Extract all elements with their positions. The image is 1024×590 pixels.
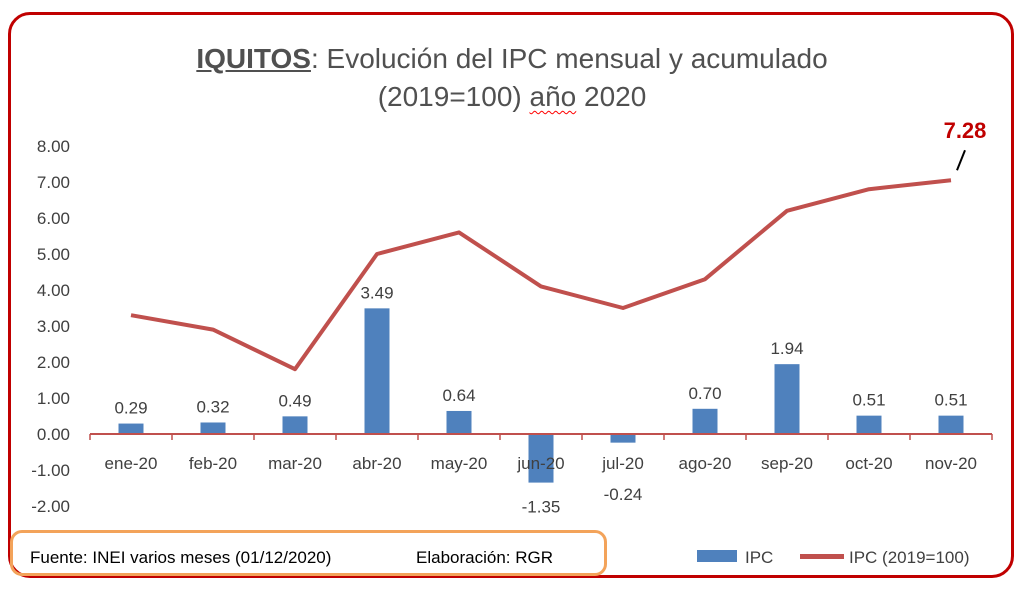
x-tick-label: may-20 xyxy=(431,454,488,473)
y-tick-label: 2.00 xyxy=(37,353,70,372)
chart-title-year-word: año xyxy=(529,81,577,112)
line-end-label: 7.28 xyxy=(944,118,987,143)
bar-data-label: 0.49 xyxy=(278,391,311,410)
bar-ipc xyxy=(856,415,882,434)
x-tick-label: sep-20 xyxy=(761,454,813,473)
bar-ipc xyxy=(446,410,472,434)
bar-ipc xyxy=(774,364,800,434)
bar-data-label: 0.51 xyxy=(852,391,885,410)
chart-title: IQUITOS: Evolución del IPC mensual y acu… xyxy=(0,40,1024,116)
x-tick-label: jul-20 xyxy=(601,454,644,473)
legend-label-ipc-index: IPC (2019=100) xyxy=(849,548,970,567)
chart-title-line1: IQUITOS: Evolución del IPC mensual y acu… xyxy=(0,40,1024,78)
line-ipc-index xyxy=(130,178,952,372)
y-tick-label: 6.00 xyxy=(37,209,70,228)
x-tick-label: ene-20 xyxy=(105,454,158,473)
x-tick-label: abr-20 xyxy=(352,454,401,473)
bar-data-label: -1.35 xyxy=(522,498,561,517)
bar-ipc xyxy=(364,308,390,434)
y-tick-label: 0.00 xyxy=(37,425,70,444)
y-tick-label: 5.00 xyxy=(37,245,70,264)
bar-ipc xyxy=(282,416,308,434)
bar-data-label: -0.24 xyxy=(604,485,643,504)
bar-ipc xyxy=(692,408,718,434)
x-tick-label: mar-20 xyxy=(268,454,322,473)
bar-ipc xyxy=(610,434,636,443)
bar-ipc xyxy=(938,415,964,434)
bar-ipc xyxy=(200,422,226,434)
chart-frame xyxy=(8,12,1014,578)
bar-data-label: 0.32 xyxy=(196,397,229,416)
legend-label-ipc: IPC xyxy=(745,548,774,567)
end-label-leader xyxy=(956,149,966,171)
x-tick-label: feb-20 xyxy=(189,454,237,473)
chart-title-line1-rest: : Evolución del IPC mensual y acumulado xyxy=(310,43,828,74)
y-tick-label: 1.00 xyxy=(37,389,70,408)
x-tick-label: jun-20 xyxy=(516,454,564,473)
x-tick-label: nov-20 xyxy=(925,454,977,473)
x-tick-label: oct-20 xyxy=(845,454,892,473)
source-box xyxy=(10,530,607,576)
legend-swatch-ipc xyxy=(697,550,737,562)
y-tick-label: -1.00 xyxy=(31,461,70,480)
bar-ipc xyxy=(528,434,554,483)
chart-title-year: 2020 xyxy=(584,81,647,112)
chart-title-line2: (2019=100) año 2020 xyxy=(0,78,1024,116)
y-tick-label: 7.00 xyxy=(37,173,70,192)
y-tick-label: 3.00 xyxy=(37,317,70,336)
bar-data-label: 0.51 xyxy=(934,391,967,410)
bar-data-label: 0.64 xyxy=(442,386,475,405)
source-fuente: Fuente: INEI varios meses (01/12/2020) xyxy=(30,548,332,567)
y-tick-label: 4.00 xyxy=(37,281,70,300)
y-tick-label: -2.00 xyxy=(31,497,70,516)
source-elaboracion: Elaboración: RGR xyxy=(416,548,554,567)
legend-swatch-ipc-index xyxy=(800,554,844,559)
y-tick-label: 8.00 xyxy=(37,137,70,156)
x-tick-label: ago-20 xyxy=(679,454,732,473)
chart-title-city: IQUITOS xyxy=(196,43,311,74)
bar-data-label: 1.94 xyxy=(770,339,803,358)
chart-title-base: (2019=100) xyxy=(377,81,522,112)
bar-data-label: 3.49 xyxy=(360,283,393,302)
bar-data-label: 0.70 xyxy=(688,384,721,403)
bar-data-label: 0.29 xyxy=(114,399,147,418)
bar-ipc xyxy=(118,423,144,434)
